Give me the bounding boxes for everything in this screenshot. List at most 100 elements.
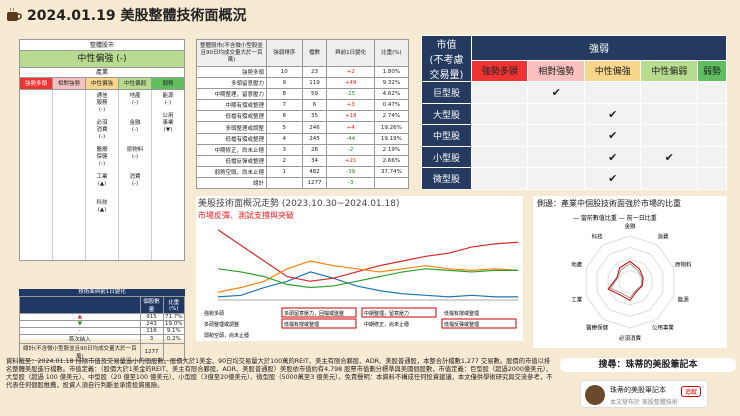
t2-cell: 35 xyxy=(301,110,328,123)
sector-grid: 通信 服務 (-) 必須 消費 (-) 醫療 保健 (-) 工業 (▲) 科技 … xyxy=(20,90,184,260)
t2-row: 低檔有撐或整理 4 245 -44 19.19% xyxy=(196,132,410,145)
t2-cell: 119 xyxy=(301,77,328,90)
daily-row: ▲ 915 71.7% xyxy=(19,313,185,321)
title-text: 2024.01.19 美股整體技術面概況 xyxy=(27,8,247,24)
t2-cell: 多頭留意壓力 xyxy=(196,77,267,90)
t2-cell: 0.47% xyxy=(373,99,410,112)
daily-cell: ▲ xyxy=(19,313,141,321)
radar-axis-label: 公用事業 xyxy=(652,323,675,331)
legend-item: 中期修正，尚未止穩 xyxy=(364,321,409,328)
matrix-cell xyxy=(527,145,585,169)
sector-health: 醫療 保健 (-) xyxy=(96,147,108,167)
matrix-row: 巨型股 ✔ xyxy=(421,81,728,104)
t2-cell xyxy=(373,176,410,190)
matrix-strength: 強弱 xyxy=(471,35,727,61)
t2-cell: 4 xyxy=(266,132,303,145)
t2-cell: 中期有撐或整理 xyxy=(196,99,267,112)
t2-cell: 2.66% xyxy=(373,154,410,167)
line-chart-svg: 強勢多頭 多頭留意壓力，回檔或盤整 中期整理，留意壓力 低檔有撐或整理多頭整理或調整低… xyxy=(204,229,519,339)
radar-axis-label: 原物料 xyxy=(675,261,692,269)
t2-h4: 比重(%) xyxy=(373,38,410,68)
author-card[interactable]: 珠蒂的美股筆記本 本文發布於 美股整體技術 追蹤 xyxy=(580,380,708,408)
t2-cell: 8 xyxy=(266,88,303,101)
t2-cell: 1277 xyxy=(301,176,328,190)
matrix-col-4: 弱勢 xyxy=(696,59,728,83)
daily-body: ▲ 915 71.7% ▼ 243 19.0% -116 9.1% 首次納入 3 0.2% 總計(不含… xyxy=(19,313,185,361)
sector-materials: 原物料 (-) xyxy=(126,147,144,160)
matrix-cell xyxy=(527,124,585,147)
t2-row: 多頭留意壓力 9 119 +49 9.32% xyxy=(196,77,410,90)
daily-cell: 總計(不含微小型股並且90日均成交量大於一百萬) xyxy=(19,343,141,361)
t2-cell: +18 xyxy=(326,110,375,123)
matrix-cell xyxy=(640,81,698,104)
daily-cell: 71.7% xyxy=(162,313,185,321)
daily-cell: 116 xyxy=(139,327,164,335)
radar-grid xyxy=(607,258,653,306)
t2-h3: 與前1日變化 xyxy=(326,38,375,68)
series-line xyxy=(217,271,518,298)
matrix-cell xyxy=(696,81,728,104)
daily-cell: 0.2% xyxy=(162,334,185,344)
sector-categories: 強勢多頭 相對強勢 中性偏強 中性偏弱 弱勢 xyxy=(20,78,184,90)
cat-relative-strong: 相對強勢 xyxy=(53,78,86,89)
sector-comm: 通信 服務 (-) xyxy=(96,93,108,113)
sector-realestate: 地產 (-) xyxy=(129,93,141,106)
chart-title: 美股技術面概況走勢 (2023.10.30~2024.01.18) xyxy=(198,199,400,209)
t2-cell: 5 xyxy=(266,121,303,134)
t2-cell xyxy=(266,176,303,190)
matrix-cell xyxy=(470,81,529,104)
cat-weak: 弱勢 xyxy=(152,78,184,89)
check-icon: ✔ xyxy=(527,81,585,104)
sector-energy: 能源 (-) xyxy=(162,93,174,106)
daily-row: -116 9.1% xyxy=(19,327,185,335)
t2-cell: 7 xyxy=(266,99,303,112)
check-icon: ✔ xyxy=(583,124,642,147)
matrix-cell xyxy=(696,102,728,126)
follow-button[interactable]: 追蹤 xyxy=(680,386,701,397)
sector-finance: 金融 (-) xyxy=(129,120,141,133)
t2-cell: 34 xyxy=(301,154,328,167)
matrix-cell xyxy=(470,102,529,126)
t2-cell: 19.19% xyxy=(373,132,410,145)
col-relative-strong xyxy=(53,90,86,260)
matrix-cell xyxy=(696,167,728,190)
matrix-cell xyxy=(470,145,529,169)
matrix-col-1: 相對強勢 xyxy=(527,59,585,83)
t2-cell: 總計 xyxy=(196,176,267,190)
t2-body: 強勢多頭 10 23 +2 1.80% 多頭留意壓力 9 119 +49 9.32% 中期整理，留意… xyxy=(196,66,410,190)
legend-highlight xyxy=(361,307,437,318)
matrix-size: 巨型股 xyxy=(421,81,472,104)
t2-cell: 9.32% xyxy=(373,77,410,90)
cap-matrix: 市值 (不考慮 交易量) 強弱 強勢多頭 相對強勢 中性偏強 中性偏弱 弱勢 巨… xyxy=(421,34,728,190)
author-name: 珠蒂的美股筆記本 xyxy=(610,386,666,394)
daily-row: 首次納入 3 0.2% xyxy=(19,334,185,344)
search-banner[interactable]: 搜尋：珠蒂的美股筆記本 xyxy=(560,358,736,372)
matrix-row: 小型股 ✔ ✔ xyxy=(421,145,728,169)
col-strong-bull xyxy=(20,90,53,260)
check-icon: ✔ xyxy=(640,145,698,169)
t2-cell: 2.19% xyxy=(373,143,410,156)
t2-cell: -44 xyxy=(326,132,375,145)
d-h2: 比重(%) xyxy=(162,296,185,314)
t2-cell: 3 xyxy=(266,143,303,156)
trend-chart: 美股技術面概況走勢 (2023.10.30~2024.01.18) 市場反彈、測… xyxy=(196,196,523,341)
t2-cell: 2.74% xyxy=(373,110,410,123)
t2-cell: 59 xyxy=(301,88,328,101)
t2-cell: 37.74% xyxy=(373,165,410,178)
sector-consumer: 消費 (-) xyxy=(129,174,141,187)
sector-panel: 整體股市 中性偏強 (-) 產業 強勢多頭 相對強勢 中性偏強 中性偏弱 弱勢 … xyxy=(19,39,185,261)
legend-highlight xyxy=(441,318,517,329)
daily-cell: 9.1% xyxy=(162,327,185,335)
matrix-col-0: 強勢多頭 xyxy=(470,59,529,83)
t2-row: 中期修正，尚未止穩 3 28 -2 2.19% xyxy=(196,143,410,156)
sector-staples: 必須 消費 (-) xyxy=(96,120,108,140)
matrix-cell xyxy=(640,102,698,126)
cat-strong-bull: 強勢多頭 xyxy=(20,78,53,89)
matrix-col-2: 中性偏強 xyxy=(583,59,642,83)
legend-item: 低檔反彈或整理 xyxy=(444,321,479,328)
coffee-icon xyxy=(7,8,22,21)
legend-item: 多頭留意壓力，回檔或盤整 xyxy=(284,310,344,317)
matrix-size: 中型股 xyxy=(421,124,472,147)
radar-axis-label: 必須消費 xyxy=(619,334,642,342)
